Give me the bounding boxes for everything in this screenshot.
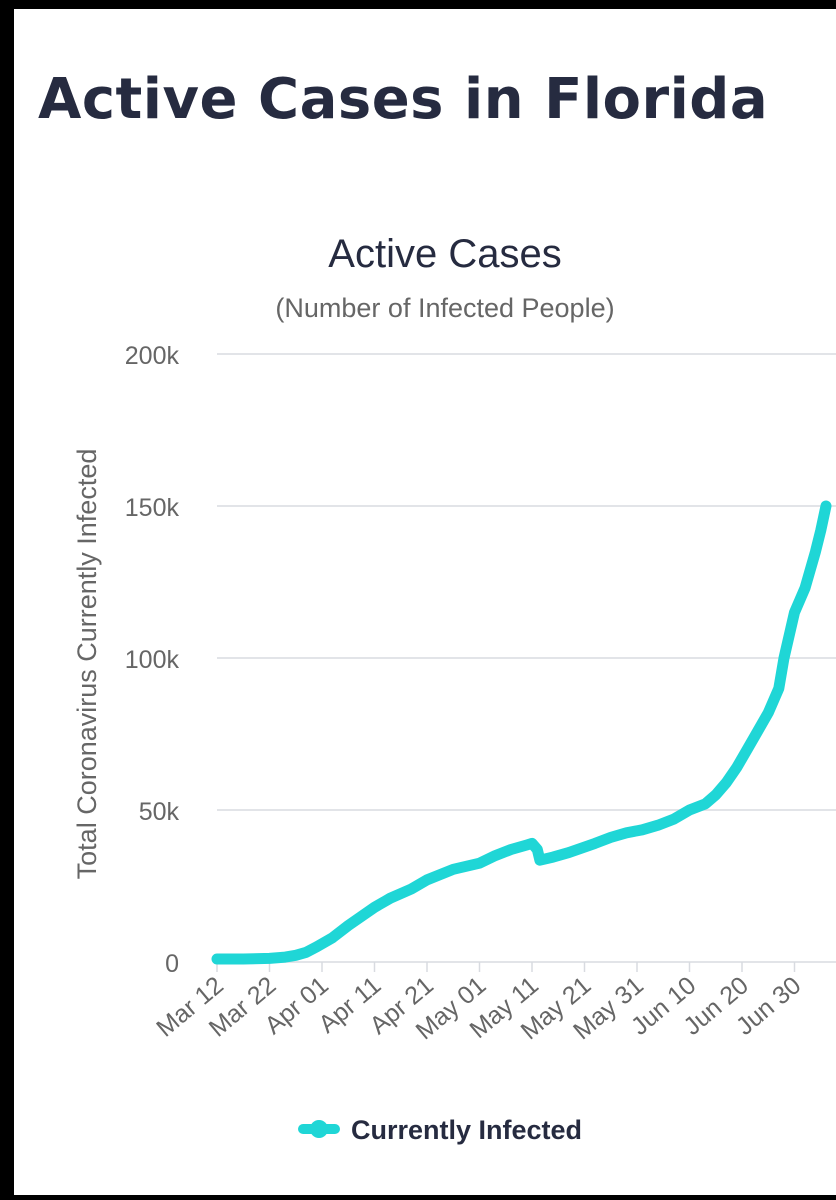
legend-dot-marker <box>310 1120 328 1138</box>
y-tick-label: 200k <box>125 342 180 370</box>
legend-label: Currently Infected <box>351 1115 582 1145</box>
y-axis-label: Total Coronavirus Currently Infected <box>72 449 102 880</box>
y-tick-label: 50k <box>139 798 180 826</box>
y-tick-label: 150k <box>125 494 180 522</box>
y-tick-label: 100k <box>125 646 180 674</box>
page-title: Active Cases in Florida <box>38 67 769 132</box>
chart-subtitle: (Number of Infected People) <box>275 293 614 323</box>
series-line-currently-infected <box>211 500 832 965</box>
chart-card: Active Cases in Florida Active Cases (Num… <box>14 9 836 1195</box>
chart: Active Cases (Number of Infected People) 0… <box>72 232 836 1145</box>
y-tick-label: 0 <box>165 950 179 978</box>
chart-title: Active Cases <box>328 232 561 276</box>
